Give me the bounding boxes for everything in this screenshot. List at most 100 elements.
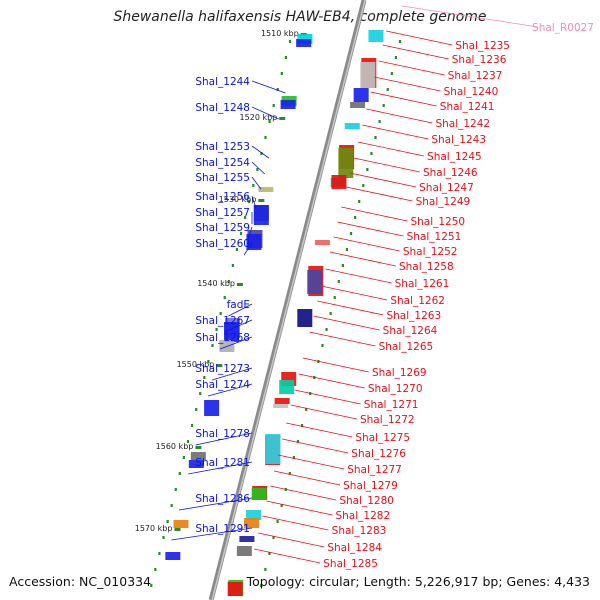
scale-label: 1550 kbp <box>177 360 215 369</box>
gene-block <box>173 520 189 528</box>
guide-dot <box>288 40 292 43</box>
gene-label-shal_1251: Shal_1251 <box>407 231 462 243</box>
gene-leader-line <box>195 432 253 446</box>
gene-block <box>273 404 289 408</box>
guide-dot <box>272 536 275 539</box>
gene-label-shal_1263: Shal_1263 <box>386 310 441 322</box>
gene-label-shal_1270: Shal_1270 <box>368 383 423 395</box>
gene-leader-line <box>277 454 345 470</box>
guide-dot <box>203 376 206 379</box>
scale-tick <box>236 283 243 286</box>
guide-dot <box>256 168 259 171</box>
gene-block <box>258 187 274 192</box>
guide-dot <box>333 296 336 299</box>
gene-block <box>368 30 384 42</box>
gene-leader-line <box>333 236 400 252</box>
gene-leader-line <box>219 336 253 350</box>
gene-label-shal_1271: Shal_1271 <box>364 399 419 411</box>
gene-leader-line <box>341 206 408 222</box>
guide-dot <box>292 456 296 459</box>
guide-dot <box>158 552 161 555</box>
guide-dot <box>276 520 279 523</box>
guide-dot <box>386 88 389 91</box>
gene-label-shal_1248: Shal_1248 <box>195 102 250 114</box>
gene-leader-line <box>298 373 365 389</box>
gene-leader-line <box>357 141 424 157</box>
gene-label-shal_1277: Shal_1277 <box>347 464 402 476</box>
scale-tick <box>195 446 202 449</box>
gene-label-shal_1237: Shal_1237 <box>448 70 503 82</box>
gene-leader-line <box>401 5 539 28</box>
guide-dot <box>280 72 283 75</box>
gene-leader-line <box>273 470 341 486</box>
guide-dot <box>378 120 381 123</box>
gene-label-shal_1280: Shal_1280 <box>339 495 394 507</box>
gene-leader-line <box>251 161 266 175</box>
gene-leader-line <box>337 221 404 237</box>
gene-label-shal_1255: Shal_1255 <box>195 172 250 184</box>
guide-dot <box>358 200 361 203</box>
gene-label-shal_1282: Shal_1282 <box>335 510 390 522</box>
guide-dot <box>239 232 243 235</box>
gene-block <box>246 510 262 520</box>
gene-leader-line <box>224 319 253 333</box>
gene-leader-line <box>270 485 337 501</box>
guide-dot <box>162 536 165 539</box>
guide-dot <box>227 280 230 283</box>
gene-block <box>244 518 260 528</box>
genome-summary-text: Topology: circular; Length: 5,226,917 bp… <box>246 574 590 589</box>
guide-dot <box>268 120 271 123</box>
gene-label-shal_1240: Shal_1240 <box>444 86 499 98</box>
gene-leader-line <box>353 157 420 173</box>
gene-leader-line <box>251 145 270 159</box>
gene-block <box>227 582 243 596</box>
guide-dot <box>345 248 349 251</box>
gene-block <box>265 434 281 464</box>
gene-leader-line <box>228 303 253 317</box>
guide-dot <box>305 408 308 411</box>
scale-tick <box>174 528 181 531</box>
gene-label-shal_1259: Shal_1259 <box>195 222 250 234</box>
guide-dot <box>329 312 332 315</box>
gene-label-shal_1269: Shal_1269 <box>372 367 427 379</box>
gene-label-shal_1236: Shal_1236 <box>452 54 507 66</box>
gene-block <box>280 100 296 109</box>
gene-block <box>279 380 295 394</box>
scale-label: 1540 kbp <box>197 279 235 288</box>
scale-tick <box>258 199 265 202</box>
gene-block <box>251 488 267 500</box>
gene-label-shal_1281: Shal_1281 <box>195 457 250 469</box>
guide-dot <box>178 472 181 475</box>
gene-leader-line <box>386 30 453 46</box>
gene-label-shal_1242: Shal_1242 <box>435 118 490 130</box>
gene-label-shal_1279: Shal_1279 <box>343 480 398 492</box>
guide-dot <box>260 584 263 587</box>
scale-label: 1530 kbp <box>219 195 257 204</box>
accession-text: Accession: NC_010334 <box>9 574 152 589</box>
gene-block <box>353 88 369 102</box>
guide-dot <box>398 40 402 43</box>
gene-label-shal_1267: Shal_1267 <box>195 315 250 327</box>
scale-label: 1510 kbp <box>261 29 299 38</box>
gene-block <box>297 309 313 327</box>
guide-dot <box>264 136 267 139</box>
gene-block <box>204 400 220 416</box>
guide-dot <box>296 440 300 443</box>
guide-dot <box>264 568 267 571</box>
guide-dot <box>248 200 251 203</box>
gene-leader-line <box>171 527 253 541</box>
map-title: Shewanella halifaxensis HAW-EB4, complet… <box>113 9 487 25</box>
gene-leader-line <box>346 186 413 202</box>
gene-label-fade: fadE <box>227 299 250 311</box>
guide-dot <box>170 504 173 507</box>
gene-label-shal_1284: Shal_1284 <box>327 542 382 554</box>
gene-label-shal_1235: Shal_1235 <box>455 40 510 52</box>
gene-leader-line <box>178 497 253 511</box>
gene-leader-line <box>247 226 253 240</box>
gene-label-shal_1276: Shal_1276 <box>351 448 406 460</box>
gene-label-shal_1261: Shal_1261 <box>395 278 450 290</box>
gene-block <box>253 205 269 225</box>
gene-leader-line <box>262 515 329 531</box>
gene-leader-line <box>382 44 449 60</box>
gene-block <box>338 148 354 178</box>
